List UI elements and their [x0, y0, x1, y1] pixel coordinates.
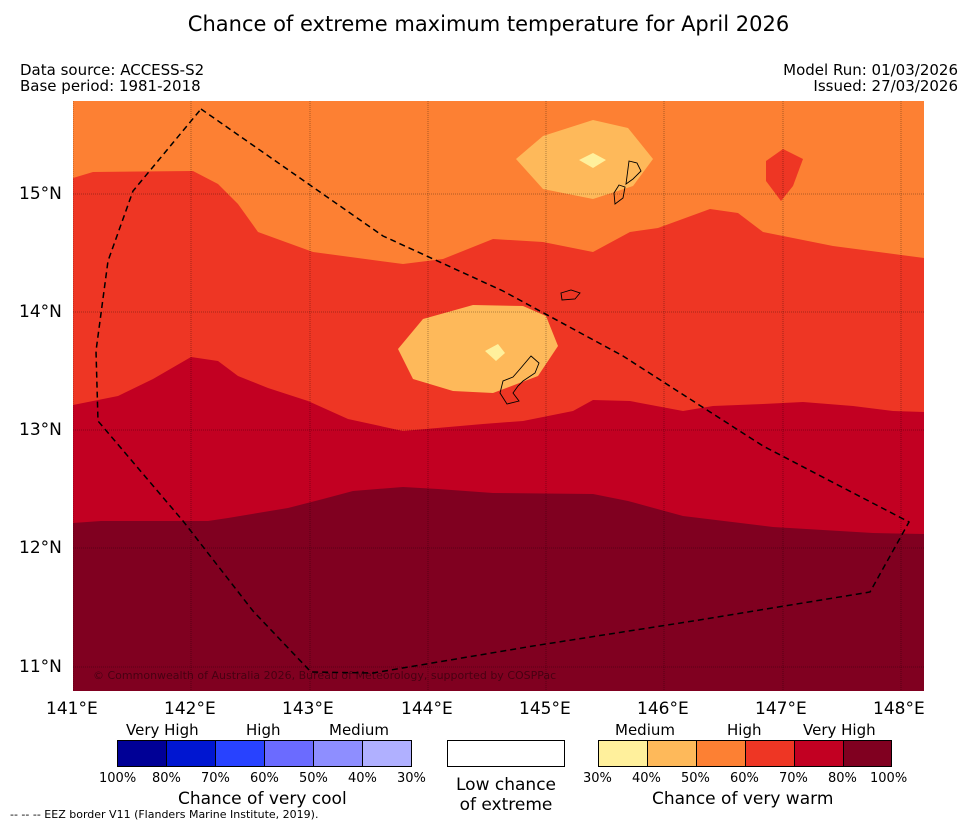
neutral-title-line2: of extreme — [459, 795, 553, 815]
warm-head-medium: Medium — [615, 721, 675, 739]
lon-tick-146: 146°E — [637, 699, 689, 719]
cool-pct-60: 60% — [250, 771, 279, 786]
lat-tick-11: 11°N — [19, 657, 62, 677]
warm-pct-100: 100% — [870, 771, 908, 786]
neutral-swatch — [447, 740, 565, 767]
cool-pct-30: 30% — [397, 771, 426, 786]
lon-tick-145: 145°E — [519, 699, 571, 719]
warm-pct-30: 30% — [583, 771, 612, 786]
warm-pct-70: 70% — [779, 771, 808, 786]
lon-tick-148: 148°E — [873, 699, 925, 719]
region-30-40-north — [579, 153, 606, 168]
chart-title: Chance of extreme maximum temperature fo… — [187, 12, 790, 36]
cool-head-high: High — [246, 721, 281, 739]
model-run: Model Run: 01/03/2026 — [783, 61, 958, 79]
warm-swatch-40-50 — [647, 740, 697, 767]
warm-pct-50: 50% — [681, 771, 710, 786]
island-guam — [499, 355, 540, 405]
warm-head-high: High — [727, 721, 762, 739]
lon-tick-141: 141°E — [46, 699, 98, 719]
cool-swatch-80-100 — [117, 740, 167, 767]
warm-pct-40: 40% — [632, 771, 661, 786]
cool-swatch-60-70 — [215, 740, 265, 767]
lon-tick-142: 142°E — [164, 699, 216, 719]
cool-swatch-40-50 — [313, 740, 363, 767]
region-30-40-south — [485, 344, 505, 361]
island-outlines — [499, 160, 642, 405]
gridlines — [73, 101, 924, 691]
copyright-watermark: © Commonwealth of Australia 2026, Bureau… — [93, 669, 556, 682]
warm-swatch-50-60 — [696, 740, 746, 767]
cool-pct-100: 100% — [99, 771, 137, 786]
eez-footnote: -- -- -- EEZ border V11 (Flanders Marine… — [10, 808, 319, 821]
lon-tick-143: 143°E — [282, 699, 334, 719]
warm-head-very-high: Very High — [803, 721, 876, 739]
lon-tick-147: 147°E — [755, 699, 807, 719]
warm-swatch-30-40 — [598, 740, 648, 767]
eez-border — [95, 107, 911, 674]
cool-swatch-70-80 — [166, 740, 216, 767]
warm-swatch-60-70 — [745, 740, 795, 767]
forecast-map-svg: © Commonwealth of Australia 2026, Bureau… — [73, 101, 924, 691]
neutral-title-line1: Low chance — [456, 775, 556, 795]
data-source: Data source: ACCESS-S2 — [20, 61, 205, 79]
island-saipan — [625, 160, 642, 185]
cool-head-medium: Medium — [329, 721, 389, 739]
cool-swatch-50-60 — [264, 740, 314, 767]
island-tinian — [613, 184, 626, 205]
warm-swatch-70-80 — [794, 740, 844, 767]
warm-pct-60: 60% — [730, 771, 759, 786]
region-80-100 — [73, 487, 924, 691]
lat-tick-15: 15°N — [19, 184, 62, 204]
cool-head-very-high: Very High — [126, 721, 199, 739]
warm-pct-80: 80% — [828, 771, 857, 786]
lon-tick-144: 144°E — [401, 699, 453, 719]
cool-legend-title: Chance of very cool — [178, 789, 347, 809]
cool-pct-80: 80% — [152, 771, 181, 786]
island-rota — [560, 289, 581, 301]
cool-swatch-30-40 — [362, 740, 412, 767]
base-period: Base period: 1981-2018 — [20, 77, 201, 95]
issued-date: Issued: 27/03/2026 — [813, 77, 958, 95]
lat-tick-12: 12°N — [19, 538, 62, 558]
cool-pct-70: 70% — [201, 771, 230, 786]
cool-pct-50: 50% — [299, 771, 328, 786]
warm-legend-title: Chance of very warm — [652, 789, 834, 809]
region-60-70-spot — [766, 149, 803, 201]
warm-swatch-80-100 — [843, 740, 892, 767]
lat-tick-13: 13°N — [19, 420, 62, 440]
lat-tick-14: 14°N — [19, 302, 62, 322]
forecast-map: © Commonwealth of Australia 2026, Bureau… — [73, 101, 924, 691]
cool-pct-40: 40% — [348, 771, 377, 786]
